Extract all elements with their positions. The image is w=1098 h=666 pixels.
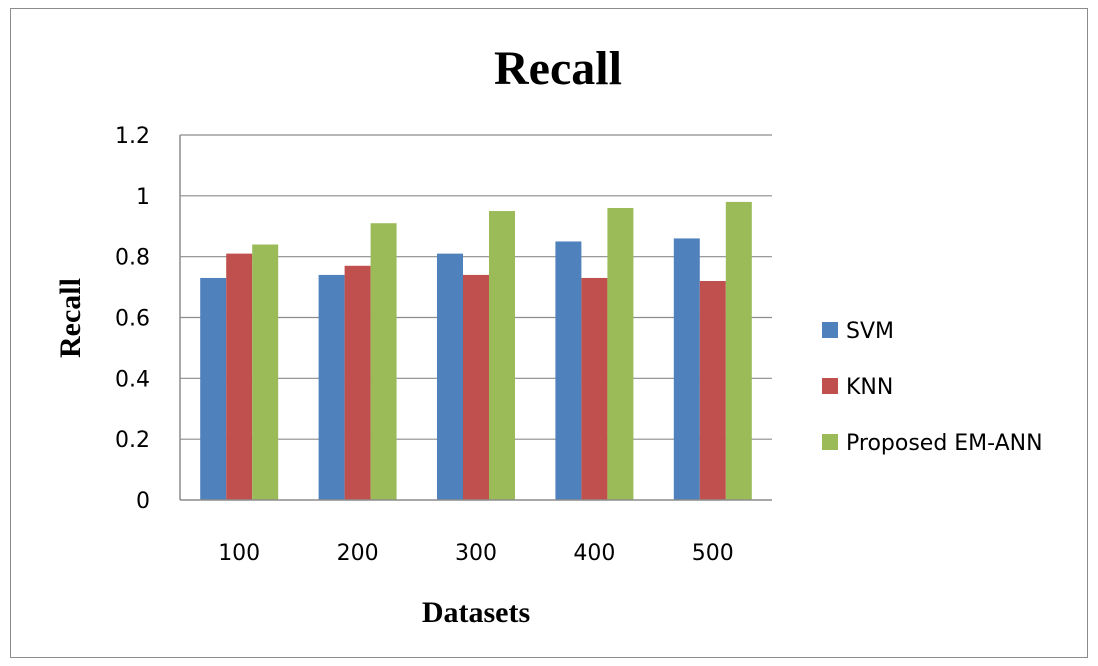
legend-label: SVM — [846, 319, 894, 344]
bar-knn-100 — [226, 253, 253, 500]
y-tick-label: 1 — [136, 185, 150, 210]
grid-lines — [180, 134, 772, 440]
x-tick-label: 200 — [337, 541, 379, 566]
legend-label: KNN — [846, 375, 893, 400]
legend-label: Proposed EM-ANN — [846, 431, 1043, 456]
x-tick-label: 400 — [573, 541, 615, 566]
bar-knn-200 — [344, 265, 371, 500]
bar-proposed-em-ann-300 — [489, 211, 515, 500]
x-tick-label: 300 — [455, 541, 497, 566]
bar-knn-400 — [581, 277, 608, 500]
y-tick-label: 1.2 — [115, 124, 150, 149]
bar-svm-400 — [555, 241, 582, 501]
y-tick-label: 0.4 — [115, 367, 150, 392]
axes — [179, 135, 772, 501]
bar-svm-200 — [318, 274, 345, 500]
bar-svm-300 — [437, 253, 463, 500]
x-axis-title: Datasets — [422, 596, 530, 629]
chart-title: Recall — [494, 42, 622, 95]
legend-swatch-proposed-em-ann — [822, 434, 838, 450]
x-tick-labels: 100 200 300 400 500 — [218, 541, 734, 566]
bar-proposed-em-ann-200 — [370, 223, 397, 501]
y-tick-label: 0 — [136, 489, 150, 514]
bar-proposed-em-ann-100 — [252, 244, 279, 500]
x-tick-label: 100 — [218, 541, 260, 566]
bar-proposed-em-ann-500 — [725, 201, 752, 500]
bar-proposed-em-ann-400 — [607, 208, 634, 500]
legend-swatch-svm — [822, 322, 838, 338]
bar-svm-100 — [200, 277, 227, 500]
y-tick-label: 0.8 — [115, 246, 150, 271]
y-tick-label: 0.6 — [115, 307, 150, 332]
bar-knn-500 — [699, 281, 726, 500]
legend: SVM KNN Proposed EM-ANN — [822, 319, 1043, 456]
bar-knn-300 — [463, 274, 489, 500]
bar-svm-500 — [673, 238, 700, 500]
y-axis-title: Recall — [54, 278, 87, 358]
y-tick-labels: 0 0.2 0.4 0.6 0.8 1 1.2 — [115, 124, 150, 514]
chart-frame — [10, 8, 1088, 658]
legend-swatch-knn — [822, 378, 838, 394]
x-tick-label: 500 — [692, 541, 734, 566]
y-tick-label: 0.2 — [115, 428, 150, 453]
bars — [200, 201, 752, 501]
